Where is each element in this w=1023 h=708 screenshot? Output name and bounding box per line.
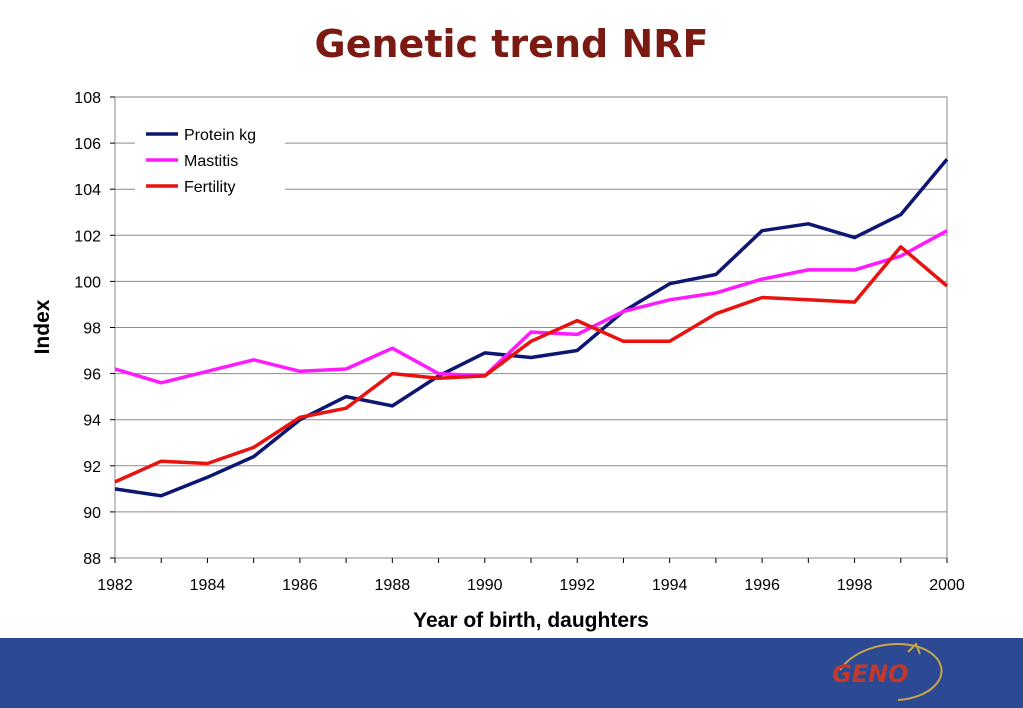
x-tick-label: 2000 <box>929 577 965 594</box>
series-lines <box>114 158 949 498</box>
series-line-protein-kg <box>114 158 949 498</box>
y-tick-label: 88 <box>83 551 101 568</box>
x-tick-label: 1996 <box>744 577 780 594</box>
y-tick-label: 98 <box>83 321 101 338</box>
y-tick-label: 108 <box>74 90 101 107</box>
legend: Protein kg Mastitis Fertility <box>135 118 285 204</box>
legend-label: Mastitis <box>184 153 238 170</box>
x-tick-label: 1990 <box>467 577 503 594</box>
x-tick-label: 1986 <box>282 577 318 594</box>
y-axis-label: Index <box>31 299 54 354</box>
gridlines <box>115 142 947 513</box>
x-tick-label: 1994 <box>652 577 688 594</box>
x-tick-label: 1992 <box>559 577 595 594</box>
y-tick-label: 100 <box>74 274 101 291</box>
y-tick-label: 96 <box>83 367 101 384</box>
y-tick-label: 106 <box>74 136 101 153</box>
logo-text: GENO <box>832 660 909 688</box>
y-tick-label: 104 <box>74 182 101 199</box>
y-tick-label: 94 <box>83 413 101 430</box>
y-tick-label: 90 <box>83 505 101 522</box>
y-axis-ticks: 88 90 92 94 96 98 100 102 104 106 108 <box>74 90 115 568</box>
chart-title: Genetic trend NRF <box>314 22 709 66</box>
x-tick-label: 1988 <box>375 577 411 594</box>
x-tick-label: 1984 <box>190 577 226 594</box>
x-tick-label: 1998 <box>837 577 873 594</box>
y-tick-label: 102 <box>74 228 101 245</box>
legend-label: Fertility <box>184 179 236 196</box>
legend-label: Protein kg <box>184 127 256 144</box>
series-line-mastitis <box>114 229 948 385</box>
y-tick-label: 92 <box>83 459 101 476</box>
x-axis-ticks: 1982 1984 1986 1988 1990 1992 1994 1996 1998 2000 <box>97 558 965 594</box>
line-chart: 88 90 92 94 96 98 100 102 104 106 108 1982 1984 1986… <box>31 90 965 632</box>
x-tick-label: 1982 <box>97 577 133 594</box>
geno-logo: GENO <box>832 642 943 701</box>
x-axis-label: Year of birth, daughters <box>413 609 649 632</box>
series-line-fertility <box>114 245 949 484</box>
footer-band <box>0 638 1023 708</box>
